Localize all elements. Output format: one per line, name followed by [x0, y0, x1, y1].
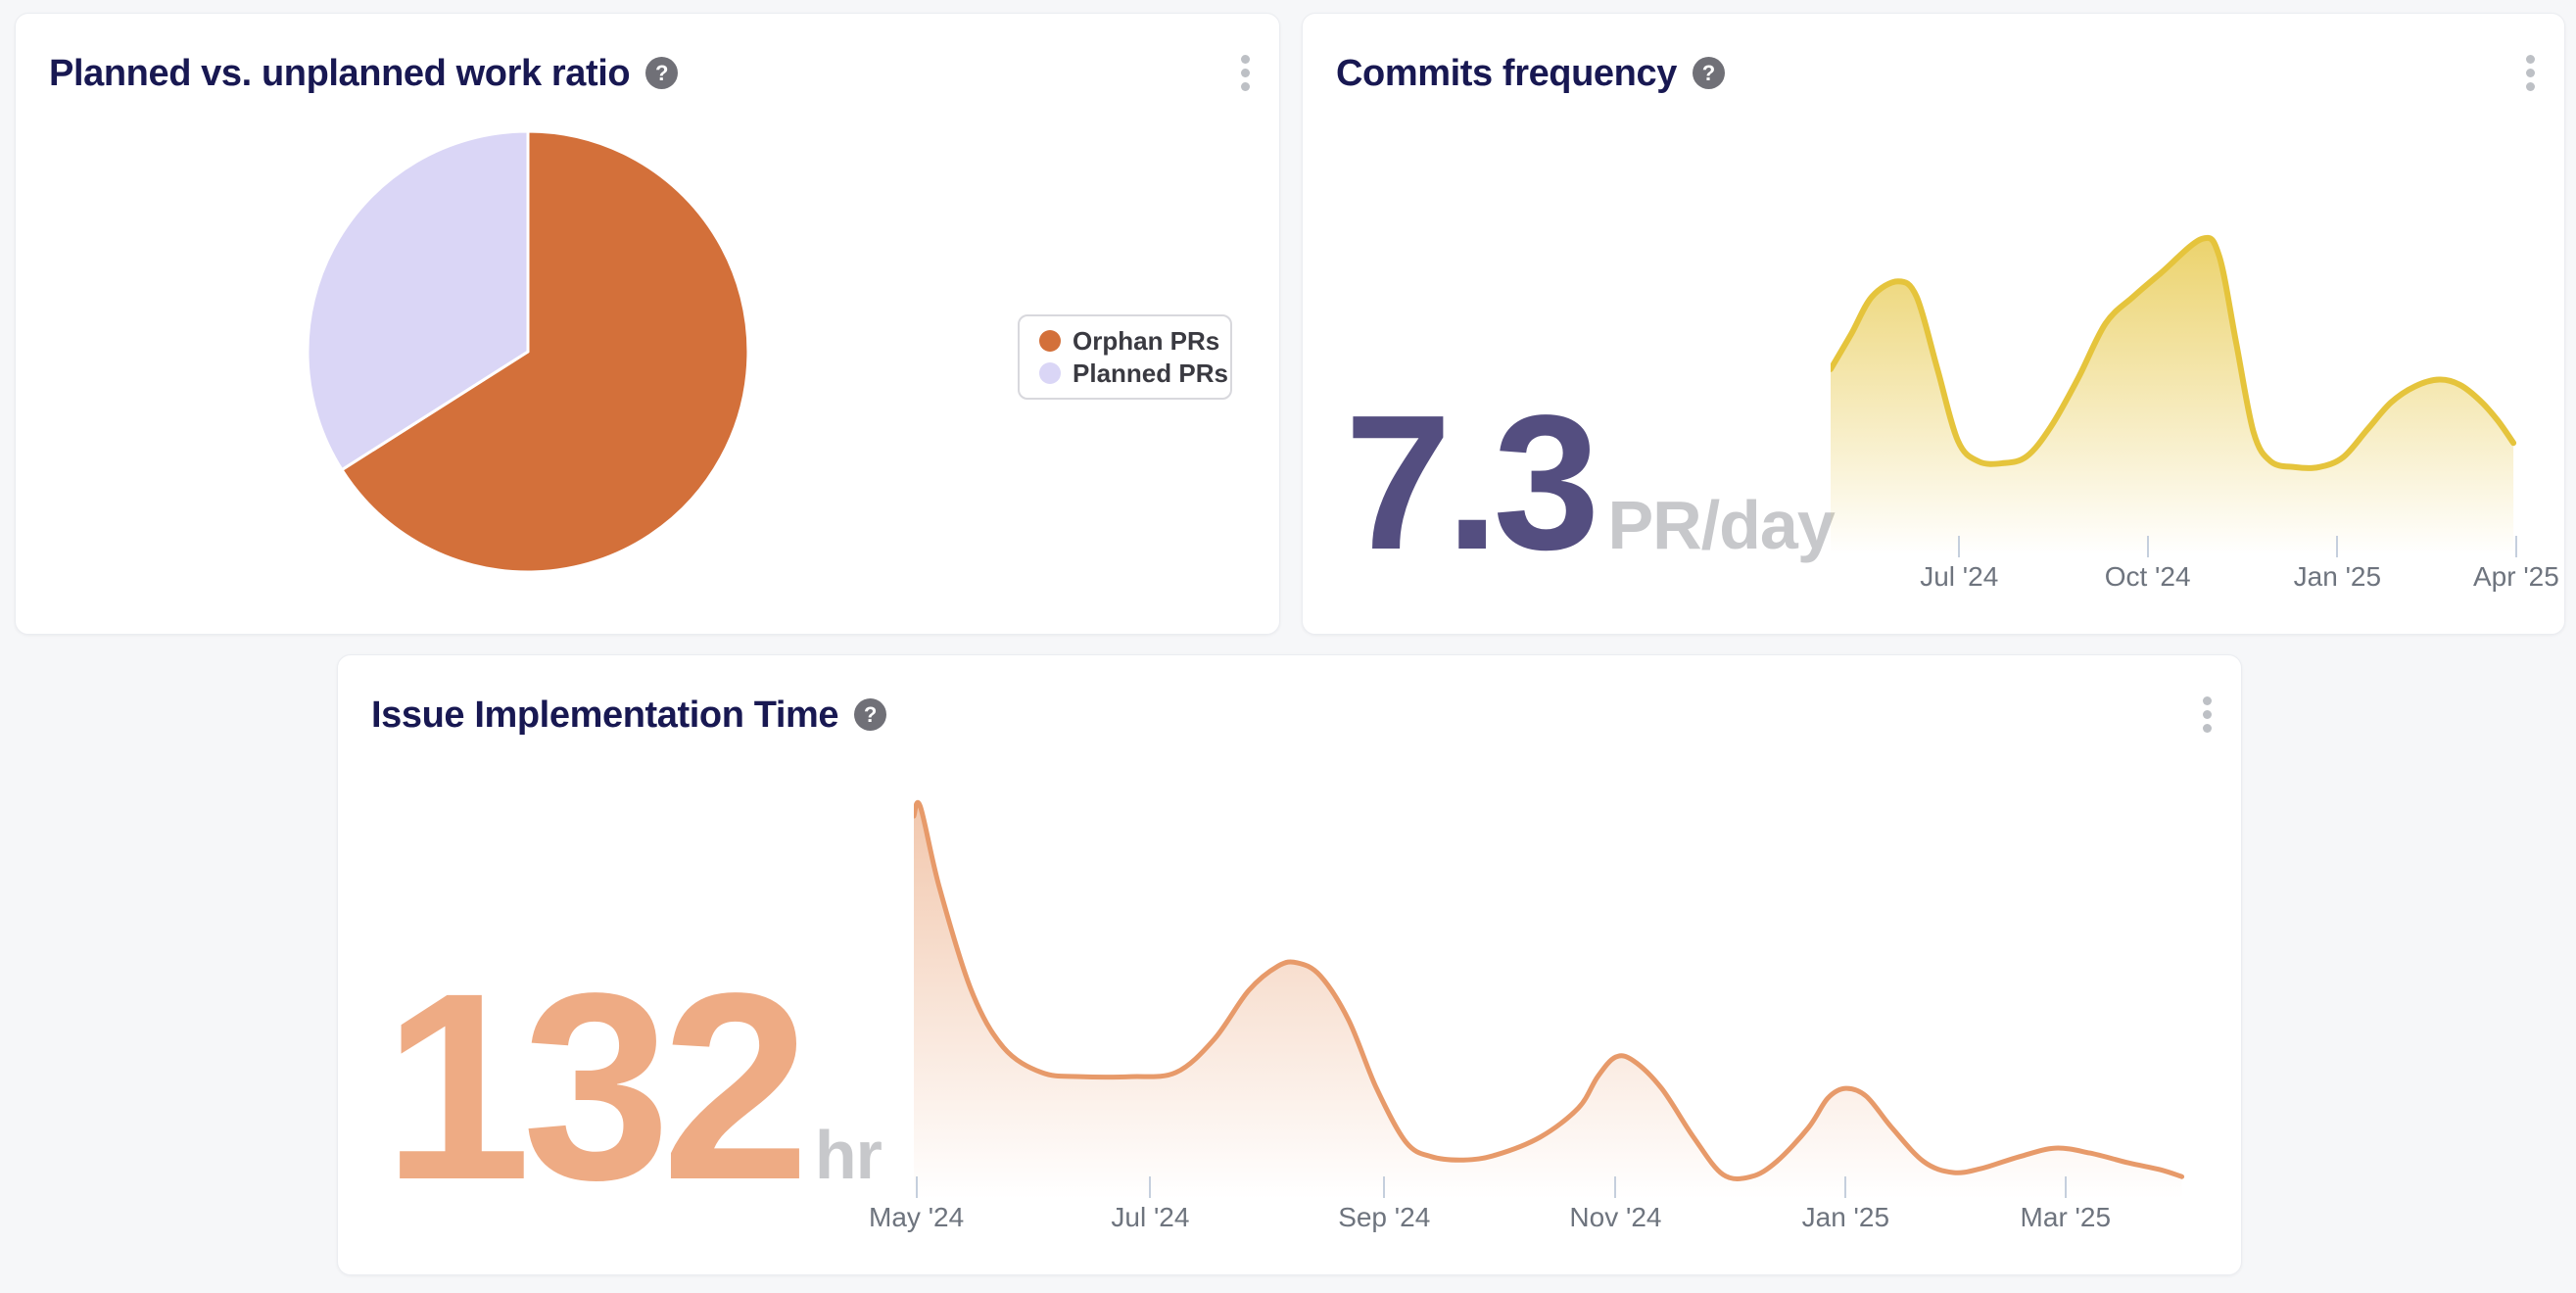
issue-time-area-chart[interactable] — [914, 792, 2192, 1199]
kebab-menu-icon[interactable] — [2197, 691, 2218, 739]
axis-tick-mark — [915, 1176, 918, 1198]
help-icon[interactable]: ? — [854, 698, 887, 731]
axis-tick-label: Nov '24 — [1569, 1202, 1662, 1232]
axis-tick-label: Sep '24 — [1338, 1202, 1431, 1232]
help-icon[interactable]: ? — [645, 57, 679, 89]
axis-tick-label: Jan '25 — [1801, 1202, 1890, 1232]
trend-line — [914, 799, 2185, 1181]
pie-slice-orphan-prs[interactable] — [340, 129, 750, 574]
card-title: Commits frequency — [1336, 52, 1677, 94]
kebab-menu-icon[interactable] — [1235, 49, 1256, 97]
card-title: Planned vs. unplanned work ratio — [49, 52, 631, 94]
card-header: Commits frequency ? — [1336, 49, 2541, 97]
area-fill — [1831, 237, 2514, 554]
axis-tick-label: Oct '24 — [2104, 561, 2191, 592]
metric: 7.3 PR/day — [1345, 387, 1836, 579]
pie-slice-planned-prs[interactable] — [306, 129, 530, 472]
legend-swatch-orphan — [1039, 330, 1061, 352]
axis-tick-label: Jul '24 — [1920, 561, 1999, 592]
axis-tick-label: Apr '25 — [2472, 561, 2559, 592]
question-mark-glyph: ? — [863, 701, 878, 727]
help-icon[interactable]: ? — [1692, 57, 1725, 89]
card-issue-implementation-time: Issue Implementation Time ? 132 hr May '2… — [337, 654, 2242, 1275]
legend-label: Orphan PRs — [1073, 326, 1220, 356]
question-mark-glyph: ? — [1701, 60, 1716, 85]
question-mark-glyph: ? — [654, 60, 669, 85]
metric-unit: PR/day — [1607, 487, 1835, 563]
axis-tick-label: Jan '25 — [2293, 561, 2382, 592]
chart-legend: Orphan PRs Planned PRs — [1018, 314, 1232, 400]
legend-item-orphan-prs[interactable]: Orphan PRs — [1039, 327, 1230, 355]
legend-item-planned-prs[interactable]: Planned PRs — [1039, 359, 1230, 387]
axis-tick-label: May '24 — [869, 1202, 965, 1232]
axis-tick-label: Jul '24 — [1111, 1202, 1190, 1232]
area-fill — [914, 802, 2182, 1199]
metric-unit: hr — [814, 1117, 883, 1193]
kebab-menu-icon[interactable] — [2520, 49, 2541, 97]
axis-tick-mark — [1844, 1176, 1847, 1198]
legend-label: Planned PRs — [1073, 359, 1228, 388]
commits-area-chart[interactable] — [1831, 231, 2518, 554]
metric: 132 hr — [383, 953, 883, 1220]
axis-tick-mark — [2514, 536, 2517, 557]
axis-tick-mark — [2064, 1176, 2067, 1198]
card-planned-vs-unplanned-work-ratio: Planned vs. unplanned work ratio ? Orpha… — [15, 13, 1280, 635]
metric-value: 132 — [383, 937, 810, 1235]
card-commits-frequency: Commits frequency ? 7.3 PR/day Jul '24 Oct… — [1302, 13, 2565, 635]
pie-chart[interactable] — [303, 126, 753, 577]
axis-tick-mark — [1383, 1176, 1386, 1198]
axis-tick-mark — [2146, 536, 2149, 557]
card-header: Planned vs. unplanned work ratio ? — [49, 49, 1256, 97]
axis-tick-label: Mar '25 — [2020, 1202, 2112, 1232]
trend-line — [1831, 234, 2517, 471]
axis-tick-mark — [1149, 1176, 1152, 1198]
axis-tick-mark — [1614, 1176, 1617, 1198]
axis-tick-mark — [2336, 536, 2339, 557]
card-header: Issue Implementation Time ? — [371, 691, 2218, 739]
metric-value: 7.3 — [1345, 375, 1599, 590]
x-axis: Jul '24 Oct '24 Jan '25 Apr '25 — [1831, 536, 2559, 604]
axis-tick-mark — [1958, 536, 1961, 557]
x-axis: May '24 Jul '24 Sep '24 Nov '24 Jan '25 Mar '… — [869, 1176, 2192, 1245]
legend-swatch-planned — [1039, 362, 1061, 384]
card-title: Issue Implementation Time — [371, 694, 839, 736]
